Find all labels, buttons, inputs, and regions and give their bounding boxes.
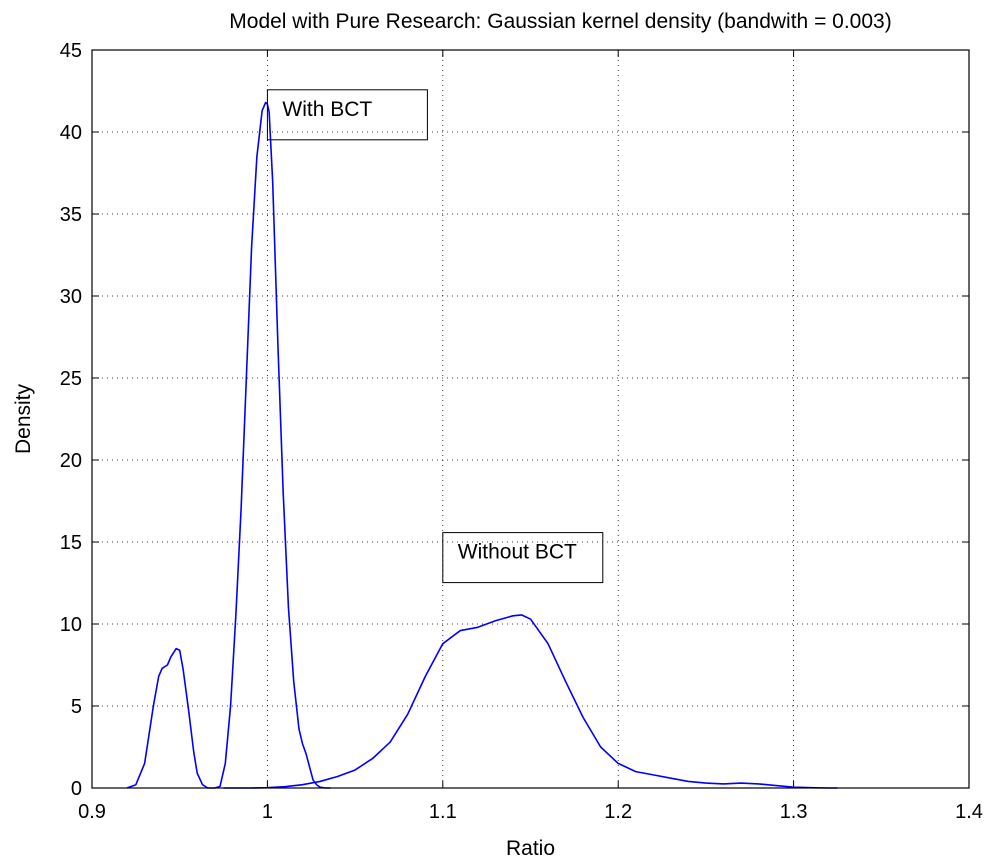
y-tick-label: 15	[60, 532, 82, 554]
grid-layer	[92, 50, 969, 788]
x-tick-label: 1.1	[429, 801, 457, 823]
x-tick-label: 1	[262, 801, 273, 823]
tick-layer: 0.9 1 1.1 1.2 1.3 1.4 0 5 10 15 20 25 30 35 40 45	[60, 40, 983, 823]
y-tick-label: 30	[60, 286, 82, 308]
y-tick-label: 20	[60, 450, 82, 472]
plot-frame	[91, 49, 970, 789]
annotation-label-2: Without BCT	[458, 541, 577, 564]
annotation-box-2	[442, 532, 604, 584]
y-tick-label: 25	[60, 368, 82, 390]
x-axis-title: Ratio	[506, 837, 555, 860]
x-tick-label: 1.3	[780, 801, 808, 823]
y-tick-label: 10	[60, 614, 82, 636]
annotation-label-1: With BCT	[282, 98, 372, 121]
x-tick-label: 1.2	[604, 801, 632, 823]
x-tick-label: 0.9	[78, 801, 106, 823]
y-tick-label: 45	[60, 40, 82, 62]
x-tick-label: 1.4	[955, 801, 983, 823]
density-series-line-2	[223, 614, 838, 789]
chart-title: Model with Pure Research: Gaussian kerne…	[229, 10, 891, 33]
series-layer	[126, 101, 838, 789]
density-series-line-1	[126, 101, 331, 789]
y-axis-title: Density	[12, 383, 35, 454]
y-tick-label: 40	[60, 122, 82, 144]
annotation-box-1	[266, 89, 428, 141]
annotation-layer: With BCT Without BCT	[266, 89, 604, 584]
y-tick-label: 5	[71, 696, 82, 718]
y-tick-label: 0	[71, 778, 82, 800]
y-tick-label: 35	[60, 204, 82, 226]
